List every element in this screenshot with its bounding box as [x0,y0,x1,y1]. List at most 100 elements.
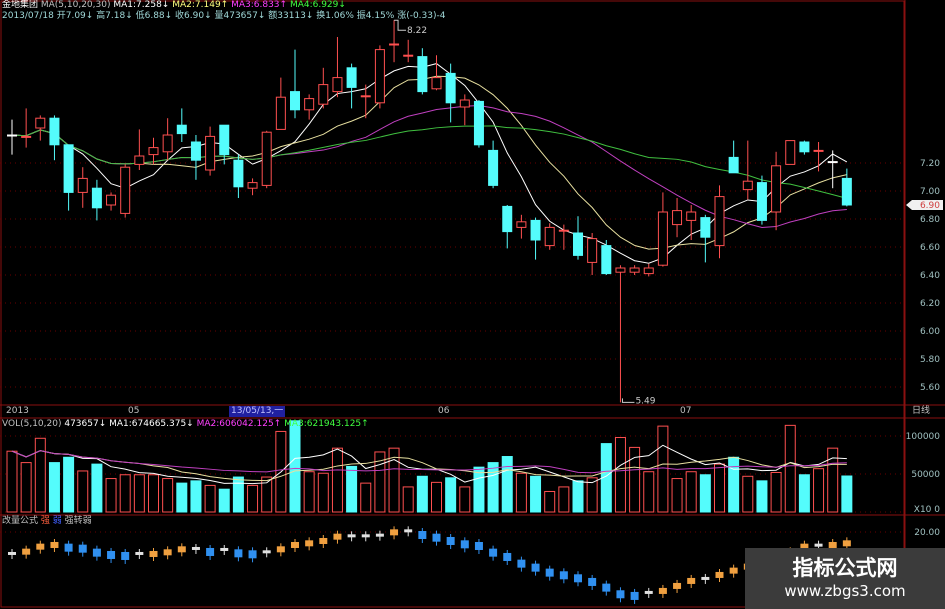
price-tick-label: 6.20 [920,299,940,309]
indicator-mark [701,576,710,580]
candle-body [629,267,640,273]
indicator-mark [644,590,653,594]
indicator-mark [276,546,285,553]
indicator-mark [715,571,724,578]
candle-body [120,166,131,214]
volume-header-segment: MA3:621943.125↑ [284,419,369,429]
price-tick-label: 5.80 [920,355,940,365]
indicator-mark [177,546,186,553]
date-label-05: 05 [128,406,140,416]
indicator-mark [503,552,512,561]
candle-body [813,149,824,152]
volume-bar [232,476,244,513]
candle-body [459,99,470,108]
indicator-mark [517,559,526,568]
volume-bar [784,424,796,513]
candle-body [63,144,74,193]
volume-bar [148,474,159,513]
volume-bar [515,472,527,513]
indicator-mark [729,567,738,574]
price-header-line2: 2013/07/18 开7.09↓ 高7.18↓ 低6.88↓ 收6.90↓ 量… [2,11,446,21]
cursor-date-label: 13/05/13,一 [229,406,286,417]
candle-body [771,165,782,213]
candle-body [530,219,541,241]
price-tick-label: 6.60 [920,243,940,253]
candle-body [35,117,46,129]
date-label-06: 06 [438,406,450,416]
candle-body [205,135,216,171]
indicator-mark [630,591,639,600]
volume-bar [572,480,584,513]
candle-body [742,180,753,191]
indicator-mark [687,577,696,584]
price-header-segment: MA1:7.258↓ [113,0,173,10]
indicator-mark [432,533,441,542]
candle-body [573,232,583,256]
period-label[interactable]: 日线 [912,406,931,416]
volume-header-segment: 473657↓ [64,419,110,429]
chart-border [0,0,905,608]
volume-bar [20,462,32,513]
volume-bar [445,477,457,513]
price-header-segment: MA2:7.149↑ [172,0,232,10]
volume-bar [629,446,641,513]
indicator-mark [616,590,625,599]
volume-bar [91,463,103,513]
candle-body [403,54,414,57]
volume-bar [841,475,853,513]
volume-ma2-line [11,450,847,482]
candle-body [615,267,626,273]
candle-body [841,177,852,206]
volume-bar [374,451,386,513]
indicator-mark [121,551,130,560]
price-ma2-line [11,75,847,250]
volume-bar [346,465,358,513]
volume-bar [643,471,655,513]
indicator-mark [149,550,158,557]
indicator-header-segment: 强转弱 [64,516,92,526]
candle-body [134,155,145,165]
candle-body [346,67,357,88]
watermark-url: www.zbgs3.com [784,582,906,600]
indicator-mark [828,541,837,548]
price-ma4-line [11,125,847,199]
volume-bar [530,475,542,513]
candle-body [318,84,329,105]
volume-header-segment: VOL(5,10,20) [2,419,65,429]
candle-body [233,159,244,188]
indicator-mark [531,563,540,572]
volume-bar [317,472,329,513]
volume-ma3-line [11,450,847,474]
indicator-mark [404,529,413,533]
volume-bar [331,447,343,513]
candle-body [785,140,796,165]
candle-body [190,141,201,161]
indicator-mark [291,541,299,548]
candle-body [417,56,428,93]
indicator-mark [64,543,73,552]
candle-body [374,49,385,104]
volume-bar [671,478,683,513]
volume-bar [586,477,598,513]
indicator-mark [446,536,455,545]
indicator-mark [474,541,483,550]
candle-body [91,187,102,209]
indicator-mark [36,543,45,550]
volume-bar [798,474,810,513]
price-tick-label: 7.20 [920,159,940,169]
volume-bar [487,462,499,513]
candle-body [290,91,300,111]
volume-bar [600,443,612,513]
price-header-segment: MA4:6.929↓ [289,0,346,10]
indicator-mark [559,571,568,580]
candle-body [799,141,810,153]
candle-body [21,135,32,138]
indicator-mark [574,574,582,583]
indicator-mark [658,587,667,594]
indicator-mark [800,543,809,550]
candle-body [657,211,668,266]
candle-body [643,267,654,275]
indicator-mark [602,583,611,592]
indicator-mark [8,551,16,555]
